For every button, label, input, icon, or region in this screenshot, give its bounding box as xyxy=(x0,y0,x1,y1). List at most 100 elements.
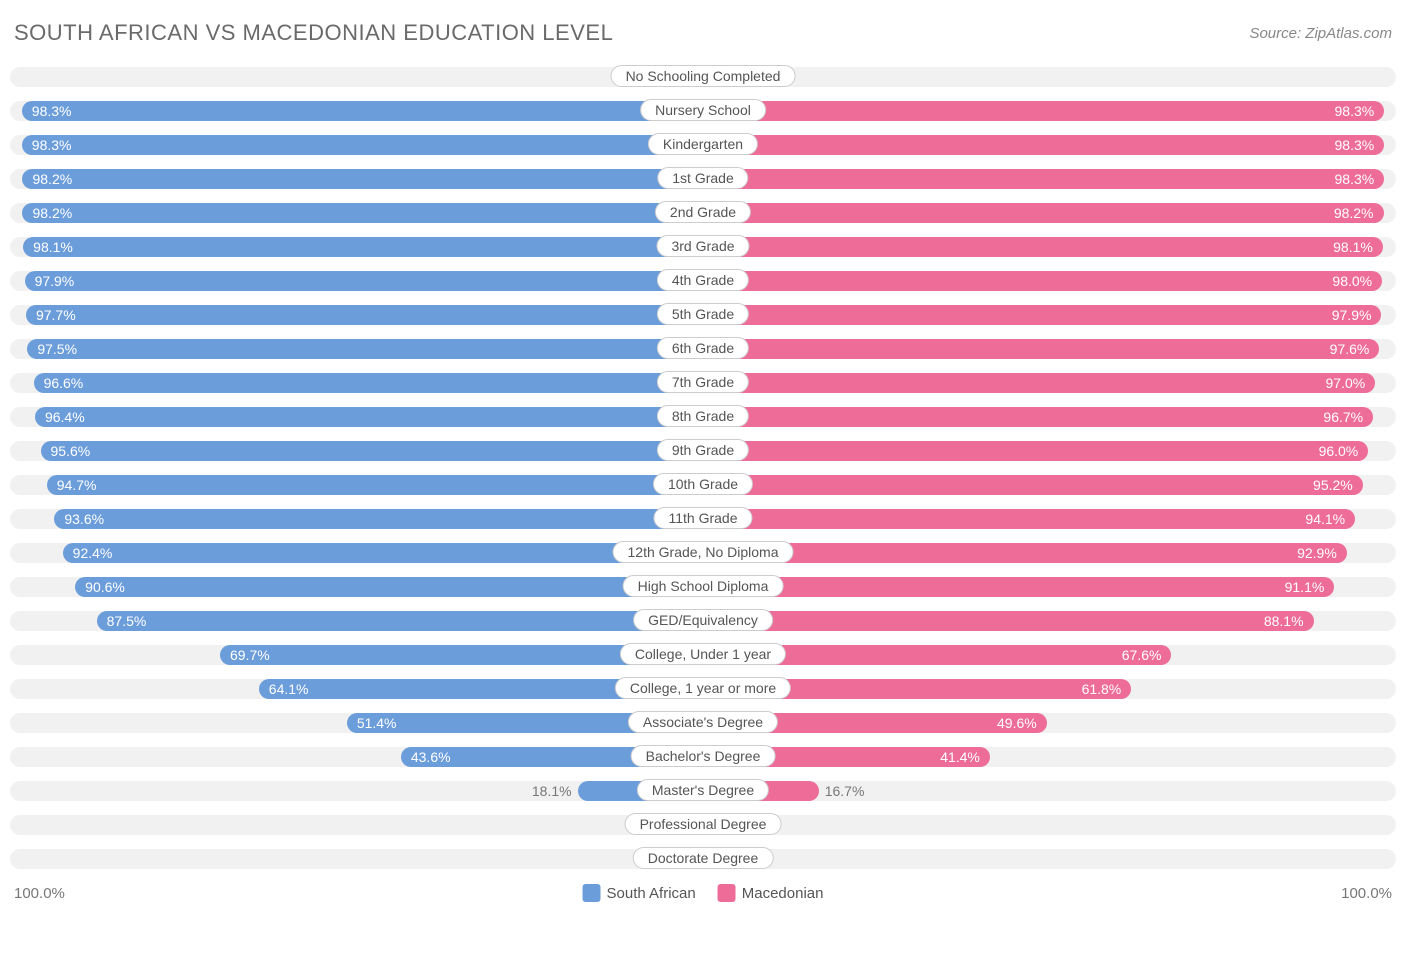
bar-left: 93.6% xyxy=(54,509,703,529)
bar-left: 97.7% xyxy=(26,305,703,325)
category-label: No Schooling Completed xyxy=(611,65,796,87)
chart-source: Source: ZipAtlas.com xyxy=(1249,25,1392,42)
legend-label-left: South African xyxy=(607,885,696,902)
bar-value-left: 98.2% xyxy=(32,205,72,221)
category-label: Associate's Degree xyxy=(628,711,778,733)
bar-value-left: 18.1% xyxy=(532,783,578,799)
category-label: 9th Grade xyxy=(657,439,749,461)
bar-value-right: 96.7% xyxy=(1323,409,1363,425)
chart-row: 87.5% 88.1%GED/Equivalency xyxy=(10,608,1396,634)
bar-value-left: 98.1% xyxy=(33,239,73,255)
bar-value-right: 98.0% xyxy=(1332,273,1372,289)
bar-value-right: 49.6% xyxy=(997,715,1037,731)
bar-value-right: 97.0% xyxy=(1326,375,1366,391)
bar-right: 96.7% xyxy=(703,407,1373,427)
chart-row: 94.7%95.2%10th Grade xyxy=(10,472,1396,498)
chart-row: 5.7%4.8%Professional Degree xyxy=(10,812,1396,838)
category-label: 10th Grade xyxy=(653,473,753,495)
bar-right: 88.1% xyxy=(703,611,1314,631)
diverging-bar-chart: 1.8%1.7%No Schooling Completed98.3%98.3%… xyxy=(10,64,1396,872)
bar-left: 98.3% xyxy=(22,135,703,155)
chart-header: SOUTH AFRICAN VS MACEDONIAN EDUCATION LE… xyxy=(10,10,1396,64)
category-label: GED/Equivalency xyxy=(633,609,773,631)
chart-row: 96.4%96.7%8th Grade xyxy=(10,404,1396,430)
chart-row: 98.1% 98.1% 3rd Grade xyxy=(10,234,1396,260)
category-label: College, 1 year or more xyxy=(615,677,791,699)
bar-value-right: 98.3% xyxy=(1335,171,1375,187)
category-label: Master's Degree xyxy=(637,779,769,801)
category-label: Professional Degree xyxy=(625,813,782,835)
chart-row: 96.6% 97.0% 7th Grade xyxy=(10,370,1396,396)
bar-right: 94.1% xyxy=(703,509,1355,529)
bar-left: 96.4% xyxy=(35,407,703,427)
category-label: College, Under 1 year xyxy=(620,643,786,665)
bar-value-left: 90.6% xyxy=(85,579,125,595)
category-label: 5th Grade xyxy=(657,303,749,325)
bar-value-right: 61.8% xyxy=(1082,681,1122,697)
bar-right: 98.0% xyxy=(703,271,1382,291)
bar-right: 92.9% xyxy=(703,543,1347,563)
bar-value-right: 98.1% xyxy=(1333,239,1373,255)
bar-value-left: 97.9% xyxy=(35,273,75,289)
chart-row: 95.6% 96.0% 9th Grade xyxy=(10,438,1396,464)
category-label: Bachelor's Degree xyxy=(631,745,776,767)
bar-value-left: 64.1% xyxy=(269,681,309,697)
legend-swatch-left xyxy=(583,884,601,902)
chart-row: 64.1% 61.8% College, 1 year or more xyxy=(10,676,1396,702)
chart-row: 69.7%67.6%College, Under 1 year xyxy=(10,642,1396,668)
chart-row: 97.7% 97.9%5th Grade xyxy=(10,302,1396,328)
chart-row: 90.6% 91.1% High School Diploma xyxy=(10,574,1396,600)
bar-value-left: 97.5% xyxy=(37,341,77,357)
chart-row: 98.3%98.3%Kindergarten xyxy=(10,132,1396,158)
chart-row: 98.3%98.3%Nursery School xyxy=(10,98,1396,124)
bar-right: 95.2% xyxy=(703,475,1363,495)
bar-value-left: 87.5% xyxy=(107,613,147,629)
bar-left: 94.7% xyxy=(47,475,703,495)
bar-left: 98.2% xyxy=(22,203,703,223)
bar-right: 98.2% xyxy=(703,203,1384,223)
category-label: 11th Grade xyxy=(653,507,752,529)
bar-value-right: 98.3% xyxy=(1335,103,1375,119)
bar-value-right: 91.1% xyxy=(1285,579,1325,595)
bar-value-left: 98.2% xyxy=(32,171,72,187)
bar-value-left: 51.4% xyxy=(357,715,397,731)
bar-left: 98.2% xyxy=(22,169,703,189)
chart-row: 2.3%1.9%Doctorate Degree xyxy=(10,846,1396,872)
legend-left: South African xyxy=(583,884,696,902)
bar-right: 91.1% xyxy=(703,577,1334,597)
chart-row: 93.6% 94.1%11th Grade xyxy=(10,506,1396,532)
chart-row: 43.6%41.4%Bachelor's Degree xyxy=(10,744,1396,770)
bar-right: 98.3% xyxy=(703,169,1384,189)
category-label: Doctorate Degree xyxy=(633,847,774,869)
bar-right: 98.1% xyxy=(703,237,1383,257)
bar-right: 97.9% xyxy=(703,305,1381,325)
bar-value-left: 97.7% xyxy=(36,307,76,323)
legend: South African Macedonian xyxy=(583,884,824,902)
bar-left: 97.9% xyxy=(25,271,703,291)
bar-left: 95.6% xyxy=(41,441,704,461)
axis-max-left: 100.0% xyxy=(14,885,65,902)
bar-value-left: 98.3% xyxy=(32,103,72,119)
category-label: High School Diploma xyxy=(623,575,784,597)
bar-value-left: 69.7% xyxy=(230,647,270,663)
category-label: 2nd Grade xyxy=(655,201,751,223)
bar-value-right: 98.2% xyxy=(1334,205,1374,221)
bar-left: 98.1% xyxy=(23,237,703,257)
bar-value-left: 98.3% xyxy=(32,137,72,153)
bar-value-left: 93.6% xyxy=(64,511,104,527)
bar-right: 98.3% xyxy=(703,135,1384,155)
legend-swatch-right xyxy=(718,884,736,902)
category-label: 1st Grade xyxy=(657,167,748,189)
category-label: 7th Grade xyxy=(657,371,749,393)
bar-left: 92.4% xyxy=(63,543,703,563)
bar-right: 97.6% xyxy=(703,339,1379,359)
category-label: 3rd Grade xyxy=(656,235,749,257)
bar-value-left: 92.4% xyxy=(73,545,113,561)
bar-value-left: 95.6% xyxy=(51,443,91,459)
bar-value-right: 96.0% xyxy=(1319,443,1359,459)
bar-value-left: 96.6% xyxy=(44,375,84,391)
category-label: 4th Grade xyxy=(657,269,749,291)
axis-max-right: 100.0% xyxy=(1341,885,1392,902)
legend-label-right: Macedonian xyxy=(742,885,824,902)
chart-row: 98.2% 98.3% 1st Grade xyxy=(10,166,1396,192)
